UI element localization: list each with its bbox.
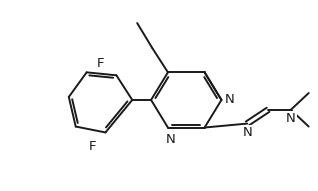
Text: N: N	[286, 112, 296, 125]
Text: F: F	[89, 140, 96, 153]
Text: N: N	[242, 126, 252, 139]
Text: N: N	[166, 133, 176, 146]
Text: F: F	[97, 57, 104, 70]
Text: N: N	[225, 93, 234, 106]
